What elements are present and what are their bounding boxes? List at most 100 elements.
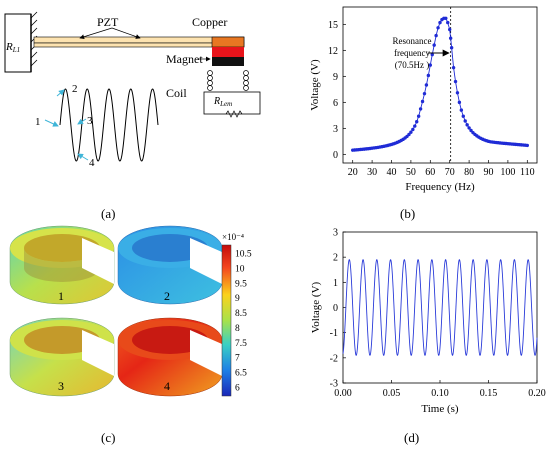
d-series-line <box>342 259 538 356</box>
colorbar-tick-label: 10.5 <box>235 250 252 260</box>
b-xtick-label: 20 <box>348 167 358 178</box>
b-data-point <box>451 65 456 70</box>
colorbar-tick-label: 6 <box>235 384 240 394</box>
b-xtick-label: 110 <box>520 167 535 178</box>
b-xlabel: Frequency (Hz) <box>405 181 475 193</box>
b-series-line <box>352 17 528 151</box>
d-plot-frame <box>342 231 538 384</box>
b-annotation-line2: frequency <box>394 48 430 58</box>
b-annotation-line3: (70.5Hz ) <box>395 60 430 70</box>
colorbar-tick-label: 10 <box>235 264 245 274</box>
magnet-bottom <box>212 57 244 66</box>
panel-b-chart: 20 30 40 50 60 70 80 90 100 110 0 3 6 9 12 15 Frequency … <box>309 6 538 221</box>
b-data-point <box>409 130 413 134</box>
b-xtick-label: 80 <box>464 167 474 178</box>
b-annotation-line1: Resonance <box>393 36 432 46</box>
colorbar-tick-label: 6.5 <box>235 369 247 379</box>
b-xtick-label: 60 <box>425 167 435 178</box>
d-ylabel: Voltage (V) <box>310 281 322 333</box>
b-data-point <box>422 91 427 96</box>
b-data-point <box>438 20 442 25</box>
coil-resistor-icon <box>225 110 243 118</box>
b-ytick-label: 3 <box>333 124 338 135</box>
part-label-4: 4 <box>164 379 170 393</box>
copper-block <box>211 36 245 48</box>
part-label-2: 2 <box>164 289 170 303</box>
b-data-point <box>525 143 529 148</box>
b-data-point <box>449 46 454 50</box>
d-ytick-label: -2 <box>330 353 338 364</box>
d-xlabel: Time (s) <box>421 403 459 415</box>
d-ytick-label: 3 <box>333 228 338 239</box>
b-xtick-label: 40 <box>387 167 397 178</box>
coil-circuit <box>203 91 261 115</box>
panel-a-label: (a) <box>101 206 115 221</box>
b-data-point <box>448 27 452 32</box>
marker-arrows <box>44 89 89 161</box>
b-data-point <box>411 127 415 132</box>
b-ytick-label: 9 <box>333 72 338 83</box>
d-xtick-label: 0.15 <box>480 388 498 399</box>
panel-a-schematic: RL1 PZT Copper Magnet Coil RLem 2 <box>4 11 261 221</box>
pzt-arrow-right <box>111 27 141 39</box>
b-data-point <box>426 73 431 78</box>
panel-c-label: (c) <box>101 430 115 445</box>
b-data-point <box>453 79 458 84</box>
b-data-point <box>455 91 460 95</box>
b-plot-frame <box>342 6 538 164</box>
marker-1: 1 <box>35 116 41 128</box>
pzt-arrow-left <box>79 27 113 40</box>
load-resistor-label: RL1 <box>5 41 20 54</box>
b-data-point <box>436 26 440 30</box>
b-data-point <box>407 132 411 137</box>
b-data-point <box>469 128 473 133</box>
colorbar-tick-label: 9.5 <box>235 279 247 289</box>
b-xtick-label: 100 <box>500 167 515 178</box>
ring-part-3 <box>9 317 115 397</box>
part-label-3: 3 <box>58 379 64 393</box>
b-data-point <box>415 120 419 124</box>
b-data-point <box>465 123 469 127</box>
b-data-point <box>446 20 450 25</box>
b-xtick-label: 90 <box>484 167 494 178</box>
b-data-point <box>428 63 432 67</box>
d-xtick-label: 0.20 <box>528 388 546 399</box>
coil-windings <box>207 70 249 91</box>
b-data-point <box>463 119 467 123</box>
b-data-point <box>424 83 429 87</box>
marker-3: 3 <box>87 115 93 127</box>
d-ytick-label: -1 <box>330 328 338 339</box>
b-data-point <box>420 99 425 104</box>
d-xtick-label: 0.00 <box>334 388 352 399</box>
d-xtick-label: 0.10 <box>431 388 449 399</box>
b-data-point <box>416 114 421 118</box>
b-data-point <box>413 124 417 128</box>
vibration-wave <box>59 88 159 162</box>
d-ytick-label: -3 <box>330 379 338 390</box>
d-ytick-label: 1 <box>333 278 338 289</box>
ring-part-2 <box>117 225 223 305</box>
panel-b-label: (b) <box>400 206 415 221</box>
b-ytick-label: 12 <box>328 46 338 57</box>
b-data-point <box>467 126 471 130</box>
d-xtick-label: 0.05 <box>383 388 401 399</box>
colorbar-tick-label: 7 <box>235 354 240 364</box>
magnet-label: Magnet <box>166 52 203 66</box>
coil-label: Coil <box>166 86 187 100</box>
b-data-point <box>434 33 438 38</box>
magnet-top <box>212 47 244 57</box>
copper-label: Copper <box>192 15 227 29</box>
colorbar-tick-label: 7.5 <box>235 339 247 349</box>
panel-d-chart: 0.00 0.05 0.10 0.15 0.20 -3 -2 -1 0 1 2 3 Time (s) Vo… <box>310 228 546 446</box>
marker-2: 2 <box>72 83 78 95</box>
panel-c-simulation: 1 2 3 4 ×10⁻⁴ 10.5 10 9.5 9 8.5 8 7.5 7 6.5 6 (c) <box>9 225 252 445</box>
d-ytick-label: 0 <box>333 303 338 314</box>
colorbar-tick-label: 8.5 <box>235 309 247 319</box>
coil-resistor-label: RLem <box>213 96 232 108</box>
d-ytick-label: 2 <box>333 253 338 264</box>
marker-4: 4 <box>89 157 95 169</box>
b-xtick-label: 50 <box>406 167 416 178</box>
colorbar-tick-label: 8 <box>235 324 240 334</box>
b-ylabel: Voltage (V) <box>309 59 321 111</box>
